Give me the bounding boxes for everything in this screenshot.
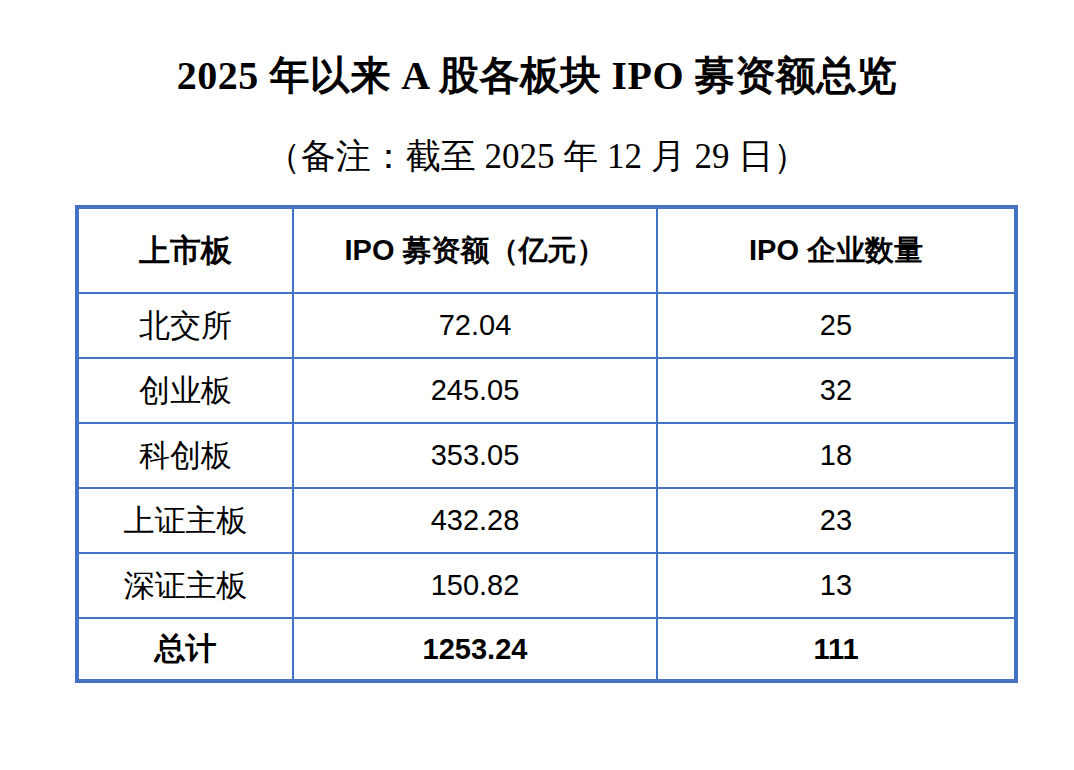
cell-board: 科创板 xyxy=(77,423,293,488)
cell-amount: 432.28 xyxy=(293,488,657,553)
page-title: 2025 年以来 A 股各板块 IPO 募资额总览 xyxy=(0,50,1074,102)
header-amount: IPO 募资额（亿元） xyxy=(293,207,657,293)
header-count: IPO 企业数量 xyxy=(657,207,1016,293)
header-board: 上市板 xyxy=(77,207,293,293)
table-total-row: 总计 1253.24 111 xyxy=(77,618,1016,681)
total-amount: 1253.24 xyxy=(293,618,657,681)
cell-count: 18 xyxy=(657,423,1016,488)
cell-count: 13 xyxy=(657,553,1016,618)
cell-board: 创业板 xyxy=(77,358,293,423)
cell-board: 上证主板 xyxy=(77,488,293,553)
table-row: 北交所 72.04 25 xyxy=(77,293,1016,358)
page-subtitle: （备注：截至 2025 年 12 月 29 日） xyxy=(0,136,1074,178)
cell-amount: 72.04 xyxy=(293,293,657,358)
cell-board: 深证主板 xyxy=(77,553,293,618)
cell-count: 25 xyxy=(657,293,1016,358)
cell-amount: 353.05 xyxy=(293,423,657,488)
cell-board: 北交所 xyxy=(77,293,293,358)
table-row: 创业板 245.05 32 xyxy=(77,358,1016,423)
table-row: 科创板 353.05 18 xyxy=(77,423,1016,488)
table-row: 深证主板 150.82 13 xyxy=(77,553,1016,618)
table-header-row: 上市板 IPO 募资额（亿元） IPO 企业数量 xyxy=(77,207,1016,293)
cell-amount: 150.82 xyxy=(293,553,657,618)
cell-amount: 245.05 xyxy=(293,358,657,423)
total-count: 111 xyxy=(657,618,1016,681)
cell-count: 32 xyxy=(657,358,1016,423)
total-board: 总计 xyxy=(77,618,293,681)
cell-count: 23 xyxy=(657,488,1016,553)
table-row: 上证主板 432.28 23 xyxy=(77,488,1016,553)
ipo-summary-table: 上市板 IPO 募资额（亿元） IPO 企业数量 北交所 72.04 25 创业… xyxy=(75,205,1018,683)
